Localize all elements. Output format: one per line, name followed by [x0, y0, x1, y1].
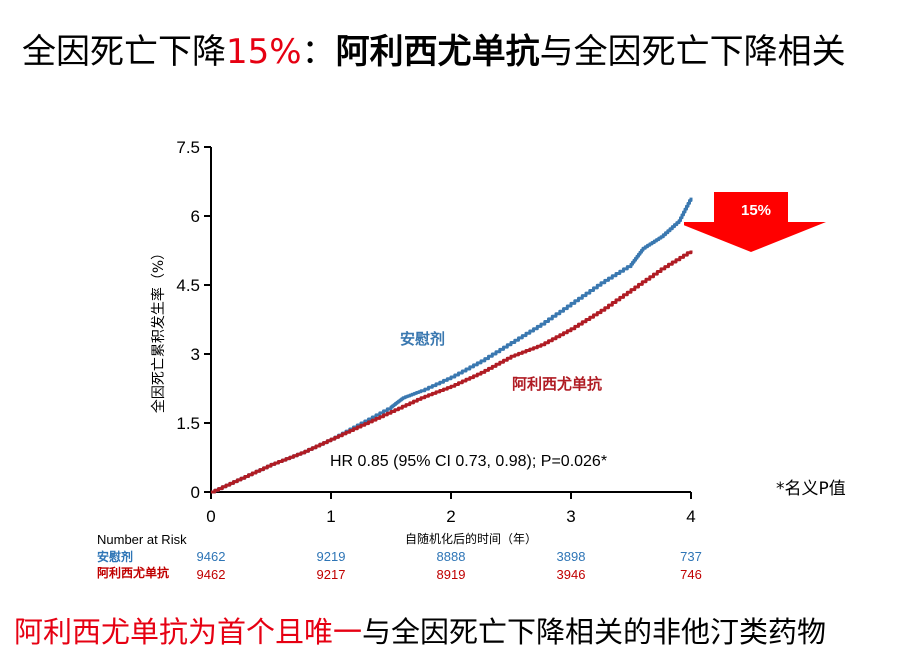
reduction-arrow: 15%: [676, 190, 828, 254]
footer-highlight: 阿利西尤单抗为首个且唯一: [14, 615, 363, 649]
x-tick-label: 1: [326, 507, 335, 526]
title-drug: 阿利西尤单抗: [335, 32, 540, 72]
risk-table-title: Number at Risk: [97, 532, 187, 547]
title-colon: ：: [301, 32, 336, 72]
series-label-placebo: 安慰剂: [400, 330, 445, 348]
risk-value: 9462: [196, 567, 226, 582]
y-tick-label: 0: [191, 483, 200, 502]
y-tick-label: 7.5: [176, 138, 200, 157]
risk-value: 8888: [436, 549, 466, 564]
series-line-0: [211, 197, 693, 494]
y-tick-label: 4.5: [176, 276, 200, 295]
risk-value: 9219: [316, 549, 346, 564]
y-axis-label: 全因死亡累积发生率（%）: [150, 246, 167, 413]
series-label-drug: 阿利西尤单抗: [512, 375, 602, 393]
risk-value: 8919: [436, 567, 466, 582]
risk-value: 9217: [316, 567, 346, 582]
y-tick-label: 3: [191, 345, 200, 364]
risk-value: 3898: [556, 549, 586, 564]
risk-row-label-drug: 阿利西尤单抗: [97, 566, 170, 580]
footnote: *名义P值: [776, 479, 846, 499]
title-percent: 15%: [226, 32, 302, 72]
title-part1: 全因死亡下降: [22, 32, 226, 72]
risk-value: 3946: [556, 567, 586, 582]
x-tick-label: 0: [206, 507, 215, 526]
x-axis-label: 自随机化后的时间（年）: [405, 531, 537, 546]
y-tick-label: 6: [191, 207, 200, 226]
footer-statement: 阿利西尤单抗为首个且唯一与全因死亡下降相关的非他汀类药物: [14, 609, 826, 651]
hr-annotation: HR 0.85 (95% CI 0.73, 0.98); P=0.026*: [330, 453, 607, 470]
slide-title: 全因死亡下降15%：阿利西尤单抗与全因死亡下降相关: [22, 24, 846, 73]
risk-row-label-placebo: 安慰剂: [97, 550, 134, 564]
y-tick-label: 1.5: [176, 414, 200, 433]
risk-value: 9462: [196, 549, 226, 564]
risk-value: 746: [680, 567, 702, 582]
x-tick-label: 4: [686, 507, 695, 526]
down-arrow-icon: [676, 192, 826, 252]
risk-value: 737: [680, 549, 702, 564]
footer-rest: 与全因死亡下降相关的非他汀类药物: [362, 615, 827, 649]
title-part2: 与全因死亡下降相关: [539, 32, 846, 72]
x-tick-label: 2: [446, 507, 455, 526]
arrow-label: 15%: [740, 202, 772, 219]
x-tick-label: 3: [566, 507, 575, 526]
